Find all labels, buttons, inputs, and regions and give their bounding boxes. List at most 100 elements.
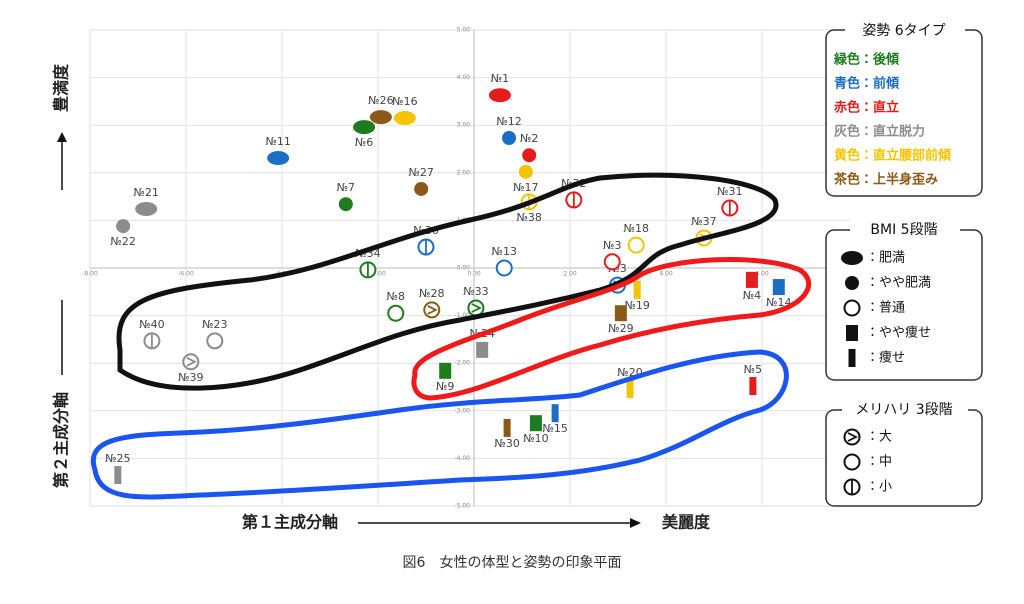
point-label: №25 — [105, 452, 130, 465]
legend-item: ：普通 — [866, 301, 905, 316]
merihari-sign — [471, 303, 482, 313]
legend-title: メリハリ 3段階 — [855, 402, 952, 418]
point-label: №7 — [337, 181, 355, 194]
point-label: №10 — [523, 432, 548, 445]
x-tick-label: 4.00 — [659, 271, 673, 278]
merihari-sign — [186, 356, 197, 367]
legend-item: ：中 — [866, 455, 892, 470]
marker-ring — [206, 332, 224, 350]
marker-ring — [495, 259, 513, 277]
legend-item: 赤色：直立 — [833, 100, 899, 116]
marker-bar — [749, 377, 757, 396]
marker-square — [745, 271, 758, 288]
point-label: №28 — [419, 287, 444, 300]
marker-bar — [848, 349, 856, 367]
point-label: №2 — [520, 132, 538, 145]
point-label: №31 — [717, 185, 742, 198]
legend-title: BMI 5段階 — [870, 222, 937, 238]
y-tick-label: 2.00 — [457, 169, 471, 176]
legend-item: ：やや肥満 — [866, 276, 931, 291]
point-label: №9 — [436, 380, 454, 393]
legend-item: ：肥満 — [866, 251, 905, 266]
point-label: №40 — [139, 318, 164, 331]
point-label: №21 — [133, 186, 158, 199]
legend-item: 灰色：直立脱力 — [834, 124, 925, 140]
legend-item: ：小 — [866, 480, 892, 495]
point-label: №15 — [542, 422, 567, 435]
y-axis-end-label: 豊満度 — [52, 63, 71, 112]
marker-square — [846, 325, 858, 341]
merihari-sign — [427, 305, 438, 315]
marker-dot — [502, 131, 517, 146]
marker-square — [439, 362, 452, 379]
point-label: №33 — [463, 285, 488, 298]
point-label: №3 — [603, 239, 621, 252]
marker-ring — [603, 253, 621, 271]
x-arrow-head — [630, 518, 641, 528]
legend-title: 姿勢 6タイプ — [862, 23, 945, 39]
legend-posture: 姿勢 6タイプ 緑色：後傾青色：前傾赤色：直立灰色：直立脱力黄色：直立腰部前傾茶… — [825, 20, 983, 197]
merihari-sign — [847, 432, 859, 442]
marker-dot — [522, 148, 537, 163]
group-loop-blue — [90, 349, 789, 500]
y-tick-label: -5.00 — [454, 503, 470, 510]
point-label: №22 — [110, 235, 135, 248]
marker-ring — [843, 299, 861, 317]
marker-ellipse — [353, 120, 376, 135]
marker-dot — [518, 164, 533, 179]
caption: 図6 女性の体型と姿勢の印象平面 — [403, 555, 622, 571]
point-label: №1 — [491, 72, 509, 85]
marker-dot — [414, 181, 429, 196]
y-tick-label: -2.00 — [454, 360, 470, 367]
marker-bar — [114, 466, 122, 485]
point-label: №18 — [624, 222, 649, 235]
plot-area: -8.00-6.00-4.00-2.000.002.004.006.005.00… — [82, 27, 858, 510]
legend-title-bg — [850, 220, 960, 240]
marker-ring — [387, 304, 405, 322]
point-label: №11 — [265, 135, 290, 148]
marker-bar — [503, 418, 511, 437]
y-tick-label: -4.00 — [454, 455, 470, 462]
point-label: №16 — [392, 95, 417, 108]
y-arrow-head — [57, 132, 67, 142]
point-label: №27 — [408, 166, 433, 179]
legend-item: 緑色：後傾 — [833, 52, 900, 68]
point-label: №39 — [178, 371, 203, 384]
marker-bar — [551, 404, 559, 423]
point-label: №13 — [492, 245, 517, 258]
point-label: №30 — [494, 437, 519, 450]
point-label: №38 — [516, 211, 541, 224]
point-label: №5 — [744, 363, 762, 376]
marker-bar — [633, 280, 641, 299]
marker-ellipse — [393, 111, 416, 126]
legend-merihari: メリハリ 3段階 ：大 ：中 ：小 — [825, 400, 983, 507]
y-tick-label: 4.00 — [457, 74, 471, 81]
point-label: №29 — [608, 322, 633, 335]
x-tick-label: 6.00 — [755, 271, 769, 278]
legend-item: ：やや痩せ — [866, 326, 931, 341]
marker-dot — [845, 276, 859, 290]
group-loop-black — [116, 172, 779, 391]
marker-ellipse — [488, 88, 511, 103]
point-label: №23 — [202, 318, 227, 331]
y-tick-label: 5.00 — [457, 27, 471, 34]
marker-ellipse — [841, 251, 863, 265]
x-tick-label: 2.00 — [563, 271, 577, 278]
point-label: №6 — [355, 136, 373, 149]
marker-square — [529, 415, 542, 432]
marker-dot — [116, 219, 131, 234]
legend-item: 茶色：上半身歪み — [833, 172, 938, 188]
y-axis-label: 第２主成分軸 — [52, 392, 71, 489]
marker-square — [614, 305, 627, 322]
point-label: №12 — [496, 115, 521, 128]
y-tick-label: -1.00 — [454, 312, 470, 319]
legend-item: ：痩せ — [866, 351, 905, 366]
marker-ring — [843, 453, 861, 471]
point-label: №17 — [513, 181, 538, 194]
x-tick-label: -2.00 — [370, 271, 386, 278]
series: №26 №27 №28 №29 №30 — [368, 94, 633, 450]
